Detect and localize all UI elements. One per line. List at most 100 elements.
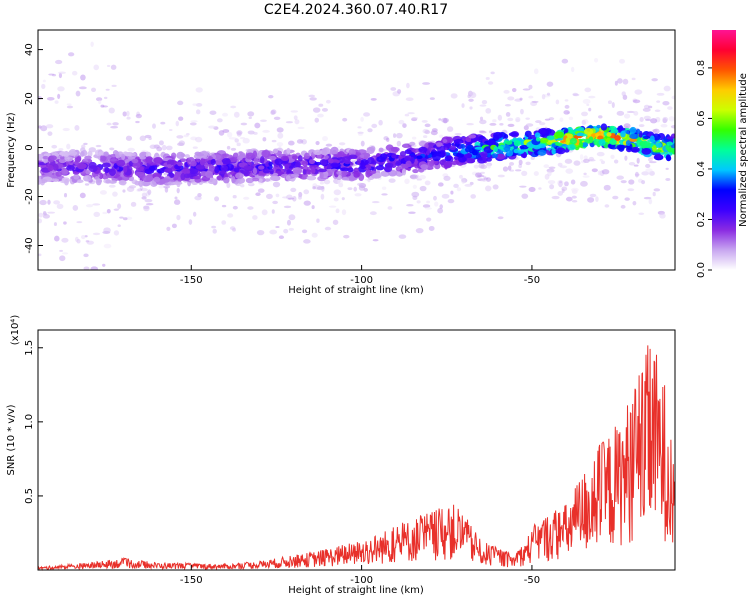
heatmap-speck <box>584 87 592 93</box>
heatmap-speck <box>460 177 467 182</box>
heatmap-speck <box>388 178 396 183</box>
heatmap-speck <box>319 181 324 185</box>
heatmap-cell <box>109 158 118 162</box>
heatmap-cell <box>636 128 641 135</box>
heatmap-speck <box>620 180 627 184</box>
heatmap-speck <box>176 199 180 205</box>
heatmap-speck <box>507 96 515 101</box>
heatmap-cell <box>295 161 301 169</box>
heatmap-speck <box>158 140 164 146</box>
heatmap-speck <box>594 57 599 63</box>
heatmap-speck <box>321 107 328 112</box>
heatmap-speck <box>583 172 587 176</box>
heatmap-speck <box>195 87 203 93</box>
heatmap-speck <box>84 183 90 186</box>
heatmap-speck <box>563 110 570 115</box>
heatmap-cell <box>268 161 273 166</box>
heatmap-speck <box>381 193 388 196</box>
heatmap-speck <box>208 125 216 129</box>
heatmap-cell <box>301 160 309 167</box>
heatmap-cell <box>235 172 244 179</box>
heatmap-speck <box>177 100 184 106</box>
heatmap-cell <box>274 158 283 166</box>
heatmap-speck <box>113 230 120 236</box>
heatmap-speck <box>648 161 657 164</box>
heatmap-cell <box>115 150 120 159</box>
heatmap-speck <box>42 79 46 83</box>
heatmap-speck <box>647 157 653 162</box>
heatmap-speck <box>92 203 101 206</box>
heatmap-cell <box>55 171 63 177</box>
heatmap-cell <box>588 136 594 144</box>
heatmap-speck <box>100 104 105 108</box>
heatmap-cell <box>519 144 529 150</box>
heatmap-speck <box>568 116 574 121</box>
heatmap-speck <box>117 203 122 209</box>
heatmap-speck <box>61 281 64 286</box>
snr-x-tick-label: -150 <box>180 575 203 586</box>
heatmap-speck <box>93 211 101 218</box>
heatmap-cell <box>285 175 291 181</box>
heatmap-cell <box>317 168 327 173</box>
heatmap-speck <box>433 195 437 201</box>
heatmap-cell <box>390 146 400 152</box>
heatmap-speck <box>214 196 220 202</box>
heatmap-cell <box>546 135 555 141</box>
heatmap-cell <box>493 146 498 153</box>
spectrogram-y-label: Frequency (Hz) <box>6 112 17 188</box>
heatmap-cell <box>614 135 621 141</box>
heatmap-speck <box>221 220 227 225</box>
heatmap-cell <box>261 149 271 158</box>
heatmap-speck <box>311 232 318 238</box>
heatmap-cell <box>395 160 402 167</box>
heatmap-speck <box>533 171 539 176</box>
heatmap-speck <box>638 212 645 216</box>
heatmap-cell <box>38 153 45 161</box>
heatmap-speck <box>519 97 523 101</box>
heatmap-speck <box>525 123 534 127</box>
heatmap-cell <box>667 147 675 153</box>
heatmap-speck <box>603 184 611 191</box>
heatmap-speck <box>101 276 106 280</box>
spectrogram-panel: -150 -100 -50 -40 -20 0 20 40 Height of straig… <box>6 29 676 296</box>
heatmap-cell <box>247 161 252 165</box>
heatmap-speck <box>634 89 643 95</box>
heatmap-speck <box>528 95 534 99</box>
heatmap-speck <box>597 170 601 176</box>
spectrogram-x-tick-label: -100 <box>350 275 373 286</box>
heatmap-speck <box>612 195 619 200</box>
heatmap-speck <box>228 137 237 140</box>
heatmap-speck <box>360 116 364 122</box>
heatmap-cell <box>145 156 154 164</box>
heatmap-speck <box>551 195 560 200</box>
heatmap-speck <box>412 184 417 189</box>
heatmap-speck <box>521 193 529 199</box>
heatmap-cell <box>606 132 612 137</box>
heatmap-speck <box>583 158 590 163</box>
heatmap-speck <box>112 191 118 197</box>
heatmap-speck <box>83 266 90 270</box>
spectrogram-heatmap <box>38 41 675 286</box>
heatmap-cell <box>466 158 476 164</box>
heatmap-cell <box>199 158 206 166</box>
heatmap-speck <box>126 110 130 117</box>
heatmap-speck <box>108 184 116 188</box>
heatmap-cell <box>330 162 340 168</box>
heatmap-cell <box>76 162 87 170</box>
heatmap-speck <box>485 77 490 80</box>
heatmap-speck <box>521 170 528 176</box>
heatmap-speck <box>282 196 289 199</box>
heatmap-speck <box>358 133 363 136</box>
heatmap-cell <box>190 160 197 167</box>
heatmap-cell <box>609 126 614 131</box>
heatmap-cell <box>503 134 509 139</box>
heatmap-speck <box>105 88 110 91</box>
heatmap-speck <box>98 100 102 105</box>
heatmap-speck <box>272 181 281 188</box>
heatmap-cell <box>443 161 453 169</box>
heatmap-speck <box>596 151 605 157</box>
heatmap-speck <box>441 193 450 199</box>
heatmap-speck <box>130 201 137 207</box>
heatmap-speck <box>90 266 99 270</box>
heatmap-cell <box>148 165 155 171</box>
